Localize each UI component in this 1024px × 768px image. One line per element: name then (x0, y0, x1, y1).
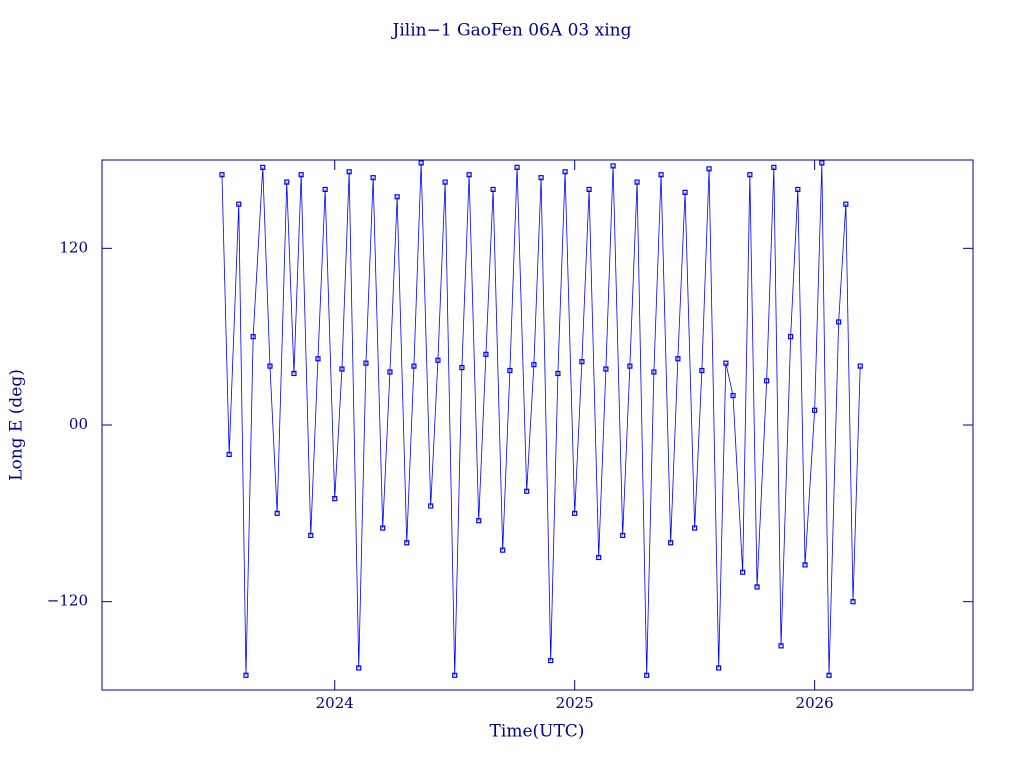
data-point (627, 363, 633, 369)
data-point (579, 359, 585, 365)
data-point (699, 367, 705, 374)
data-point (603, 366, 609, 372)
x-axis-label: Time(UTC) (490, 722, 585, 742)
data-point (442, 179, 448, 185)
data-point (394, 194, 400, 200)
data-point (356, 665, 362, 671)
data-point (243, 672, 249, 678)
y-axis-label: Long E (deg) (7, 369, 27, 481)
data-point (644, 672, 650, 678)
data-point (435, 357, 441, 363)
data-point (236, 201, 242, 207)
data-point (819, 160, 825, 166)
y-tick-label: 00 (69, 415, 88, 433)
data-point (428, 503, 434, 509)
data-point (490, 186, 496, 193)
data-point (298, 172, 304, 178)
y-tick-label: −120 (47, 592, 88, 610)
data-point (778, 643, 784, 649)
data-point (466, 172, 472, 178)
data-point (476, 518, 482, 524)
data-point (339, 366, 345, 372)
data-point (332, 496, 338, 502)
data-point (706, 166, 712, 172)
data-point (634, 179, 640, 185)
data-point (459, 364, 465, 371)
data-point (802, 562, 808, 568)
data-point (572, 510, 578, 516)
data-point (740, 569, 746, 575)
data-point (771, 164, 777, 170)
data-point (404, 540, 410, 546)
x-tick-label: 2025 (556, 694, 594, 712)
y-tick-label: 120 (59, 238, 88, 256)
data-point (322, 186, 328, 193)
data-point (764, 378, 770, 384)
data-point (291, 370, 297, 377)
data-point (507, 367, 513, 374)
data-point (308, 532, 314, 539)
x-tick-label: 2026 (796, 694, 834, 712)
data-point (610, 163, 616, 169)
data-point (370, 175, 376, 181)
data-point (418, 160, 424, 166)
plot-frame (101, 159, 974, 691)
x-tick-label: 2024 (316, 694, 354, 712)
data-point (531, 362, 537, 368)
data-point (730, 392, 736, 399)
data-point (812, 407, 818, 413)
data-point (226, 451, 232, 458)
data-point (411, 363, 417, 369)
data-point (260, 164, 266, 170)
data-point (452, 672, 458, 678)
data-point (346, 169, 352, 175)
data-point (274, 510, 280, 516)
data-line (221, 162, 861, 676)
data-point (651, 369, 657, 375)
data-point (380, 525, 386, 531)
data-point (692, 525, 698, 531)
data-point (267, 363, 273, 369)
data-point (850, 599, 856, 605)
data-point (747, 172, 753, 178)
data-point (514, 164, 520, 170)
data-point (668, 540, 674, 546)
data-point (723, 360, 729, 366)
data-point (315, 356, 321, 362)
data-point (826, 672, 832, 678)
data-point (483, 351, 489, 357)
data-point (538, 175, 544, 181)
data-point (857, 363, 863, 369)
data-point (524, 488, 530, 494)
data-point (682, 189, 688, 195)
data-point (250, 334, 256, 340)
data-point (836, 319, 842, 325)
data-point (548, 657, 554, 664)
data-point (363, 360, 369, 366)
data-point (675, 356, 681, 362)
chart-title: Jilin−1 GaoFen 06A 03 xing (391, 21, 632, 41)
data-point (843, 201, 849, 207)
data-point (596, 554, 602, 561)
data-point (716, 665, 722, 671)
data-point (620, 532, 626, 539)
data-point (658, 172, 664, 178)
data-point (754, 584, 760, 590)
data-point (387, 369, 393, 375)
data-point (788, 334, 794, 340)
data-point (562, 169, 568, 175)
data-point (555, 370, 561, 377)
data-point (500, 547, 506, 553)
data-point (586, 186, 592, 193)
data-point (284, 179, 290, 185)
data-point (219, 172, 225, 178)
data-point (795, 186, 801, 193)
